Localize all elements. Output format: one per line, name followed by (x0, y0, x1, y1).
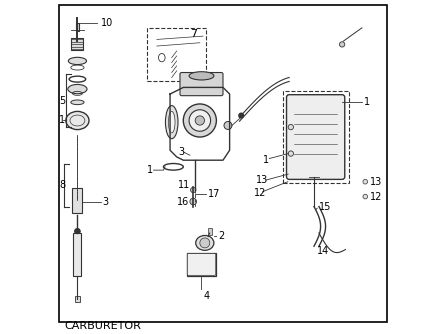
Text: 10: 10 (101, 18, 113, 28)
Circle shape (75, 229, 80, 234)
Bar (147, 28, 206, 81)
Ellipse shape (71, 100, 84, 105)
Circle shape (363, 179, 368, 184)
Text: 16: 16 (177, 197, 189, 207)
Circle shape (224, 122, 232, 130)
Circle shape (190, 187, 196, 193)
Bar (74, 233, 82, 276)
Ellipse shape (189, 110, 211, 131)
Ellipse shape (165, 106, 178, 139)
Text: 12: 12 (370, 192, 383, 202)
Text: 7: 7 (190, 29, 197, 39)
Circle shape (339, 42, 345, 47)
Circle shape (363, 194, 368, 199)
Circle shape (288, 151, 293, 156)
Ellipse shape (169, 112, 175, 133)
Ellipse shape (68, 57, 87, 64)
Ellipse shape (68, 85, 87, 94)
Bar (71, 38, 83, 50)
Ellipse shape (189, 72, 214, 80)
Text: 17: 17 (208, 189, 220, 199)
Circle shape (288, 125, 293, 130)
FancyBboxPatch shape (286, 95, 345, 179)
Text: 12: 12 (254, 188, 267, 198)
Text: 1: 1 (147, 165, 153, 175)
FancyBboxPatch shape (180, 72, 223, 96)
Text: CARBURETOR: CARBURETOR (64, 321, 141, 331)
Bar (76, 23, 79, 31)
Bar (283, 91, 349, 183)
Text: 15: 15 (319, 201, 331, 211)
Text: 1: 1 (263, 155, 269, 165)
Text: 1: 1 (363, 97, 370, 107)
Text: 3: 3 (102, 196, 108, 206)
Text: 14: 14 (317, 246, 330, 256)
Ellipse shape (195, 116, 204, 125)
Text: 13: 13 (256, 175, 268, 185)
Circle shape (190, 198, 197, 205)
Circle shape (200, 238, 210, 248)
Text: 4: 4 (204, 291, 210, 301)
Text: 5: 5 (59, 96, 66, 106)
Ellipse shape (196, 235, 214, 250)
Ellipse shape (183, 104, 216, 137)
Text: 2: 2 (218, 231, 224, 241)
FancyBboxPatch shape (187, 254, 216, 275)
Ellipse shape (66, 112, 89, 130)
Text: 8: 8 (59, 180, 66, 190)
Circle shape (239, 113, 244, 118)
Text: 11: 11 (178, 180, 190, 190)
Bar (186, 253, 216, 276)
Text: 13: 13 (370, 177, 383, 187)
Text: 1: 1 (59, 116, 66, 126)
Bar (75, 296, 80, 303)
Bar (208, 228, 212, 235)
Bar (72, 188, 83, 213)
Text: 3: 3 (178, 147, 185, 157)
